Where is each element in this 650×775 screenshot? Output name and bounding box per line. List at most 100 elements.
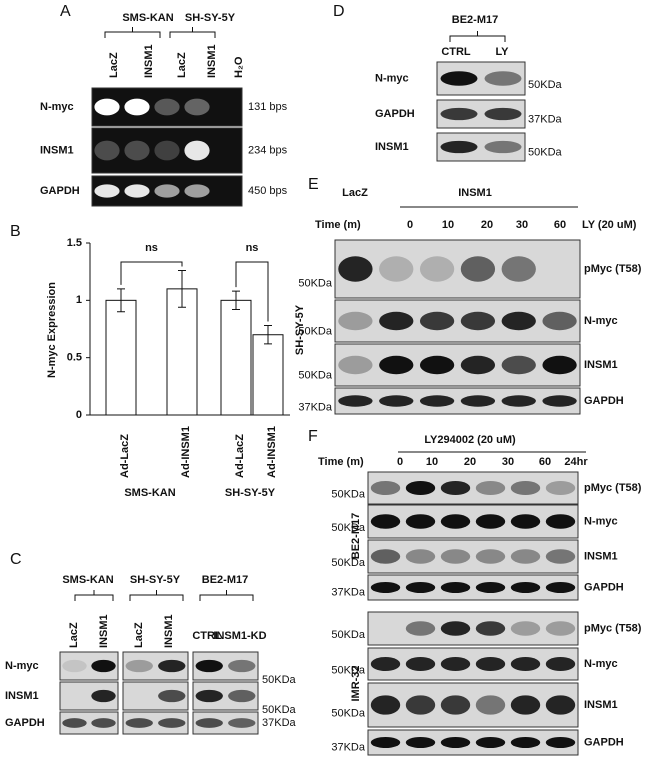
band <box>542 395 577 407</box>
band <box>184 184 210 198</box>
band <box>195 689 223 703</box>
row-label: GAPDH <box>584 581 624 593</box>
band <box>510 737 541 748</box>
band <box>501 395 536 407</box>
band <box>419 311 455 331</box>
band <box>228 718 256 728</box>
lane-label: LacZ <box>176 52 188 78</box>
band <box>154 184 180 198</box>
band <box>440 140 478 154</box>
group-label: BE2-M17 <box>452 14 498 26</box>
band <box>405 737 436 748</box>
band <box>125 659 153 673</box>
band <box>405 582 436 593</box>
band <box>62 718 87 728</box>
band <box>440 549 471 564</box>
blot <box>59 711 119 735</box>
time-point: 60 <box>554 219 566 231</box>
lane-label: INSM1 <box>458 187 492 199</box>
marker-label: 50KDa <box>262 704 297 716</box>
band <box>338 355 373 375</box>
y-tick-label: 0.5 <box>67 352 82 364</box>
size-label: 234 bps <box>248 144 288 156</box>
lane-label: LacZ <box>342 187 368 199</box>
band <box>158 659 186 673</box>
blot <box>367 574 579 601</box>
band <box>545 695 576 715</box>
band <box>370 582 401 593</box>
band <box>542 311 577 331</box>
marker-label: 50KDa <box>331 522 366 534</box>
time-point: 0 <box>407 219 413 231</box>
row-label: GAPDH <box>584 736 624 748</box>
marker-label: 37KDa <box>528 114 563 126</box>
band <box>124 98 150 116</box>
band <box>510 621 541 636</box>
group-label: SMS-KAN <box>124 487 175 499</box>
band <box>94 98 120 116</box>
marker-label: 50KDa <box>298 369 333 381</box>
time-point: 30 <box>502 456 514 468</box>
time-point: 0 <box>397 456 403 468</box>
band <box>510 549 541 564</box>
row-label: GAPDH <box>5 717 45 729</box>
band <box>510 582 541 593</box>
band <box>475 480 506 496</box>
band <box>484 140 522 154</box>
bracket <box>74 590 114 601</box>
band <box>405 480 436 496</box>
panel-label: F <box>308 428 318 445</box>
marker-label: 50KDa <box>331 629 366 641</box>
marker-label: 50KDa <box>331 664 366 676</box>
treatment-label: LY (20 uM) <box>582 219 637 231</box>
row-label: INSM1 <box>584 359 618 371</box>
lane-label: H₂O <box>233 56 245 78</box>
row-label: INSM1 <box>40 144 74 156</box>
lane-label: INSM1 <box>143 44 155 78</box>
band <box>440 71 478 86</box>
blot <box>334 239 581 299</box>
band <box>338 311 373 331</box>
time-point: 30 <box>516 219 528 231</box>
marker-label: 37KDa <box>298 401 333 413</box>
time-point: 24hr <box>564 456 588 468</box>
bar <box>252 334 284 416</box>
band <box>91 718 116 728</box>
panel-label: C <box>10 551 22 568</box>
band <box>228 659 256 673</box>
blot <box>367 471 579 505</box>
band <box>501 355 536 375</box>
band <box>545 549 576 564</box>
blot <box>122 711 189 735</box>
error-bar <box>117 288 125 313</box>
band <box>379 311 414 331</box>
error-bar <box>264 325 272 345</box>
band <box>195 659 223 673</box>
lane-label: INSM1-KD <box>213 630 266 642</box>
x-tick-label: Ad-INSM1 <box>266 426 278 478</box>
band <box>419 395 455 407</box>
band <box>460 311 496 331</box>
row-label: INSM1 <box>584 550 618 562</box>
panel-label: D <box>333 3 345 20</box>
band <box>125 718 153 728</box>
band <box>510 480 541 496</box>
bracket <box>169 27 216 38</box>
marker-label: 50KDa <box>528 147 563 159</box>
band <box>184 98 210 116</box>
band <box>501 256 536 282</box>
band <box>195 718 223 728</box>
blot <box>367 611 579 646</box>
band <box>91 689 116 703</box>
blot <box>367 647 579 681</box>
panel-label: B <box>10 223 21 240</box>
band <box>475 514 506 529</box>
blot <box>122 651 189 681</box>
band <box>484 107 522 121</box>
row-label: N-myc <box>40 101 74 113</box>
lane-label: CTRL <box>192 630 222 642</box>
bar <box>220 299 252 416</box>
marker-label: 37KDa <box>331 741 366 753</box>
bracket <box>449 31 506 42</box>
band <box>545 737 576 748</box>
